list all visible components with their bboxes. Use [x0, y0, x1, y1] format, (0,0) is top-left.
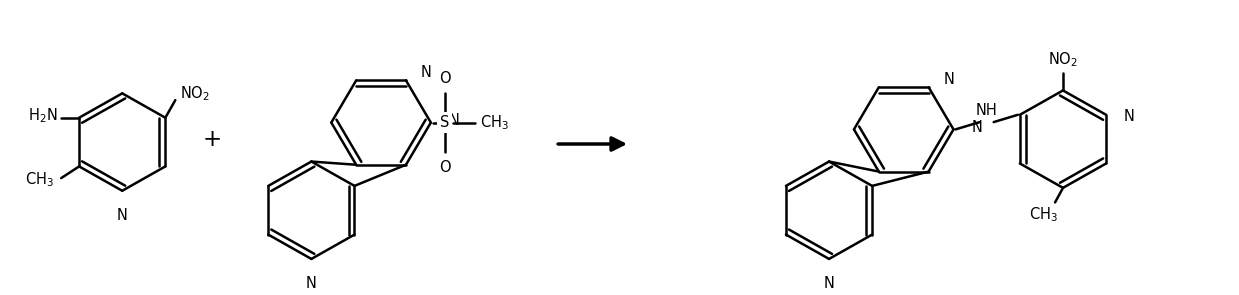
Text: H$_2$N: H$_2$N [27, 106, 57, 125]
Text: N: N [1124, 109, 1135, 124]
Text: S: S [440, 115, 450, 130]
Text: CH$_3$: CH$_3$ [1030, 206, 1058, 224]
Text: N: N [116, 208, 128, 223]
Text: +: + [202, 128, 222, 151]
Text: CH$_3$: CH$_3$ [25, 171, 55, 189]
Text: O: O [439, 160, 451, 175]
Text: CH$_3$: CH$_3$ [479, 113, 509, 132]
Text: N: N [449, 113, 460, 128]
Text: NH: NH [976, 103, 997, 118]
Text: NO$_2$: NO$_2$ [1048, 50, 1078, 69]
Text: N: N [824, 276, 835, 291]
Text: N: N [306, 276, 317, 291]
Text: O: O [439, 71, 451, 86]
Text: NO$_2$: NO$_2$ [181, 84, 211, 103]
Text: N: N [971, 120, 983, 135]
Text: N: N [944, 72, 954, 87]
Text: N: N [421, 65, 431, 80]
